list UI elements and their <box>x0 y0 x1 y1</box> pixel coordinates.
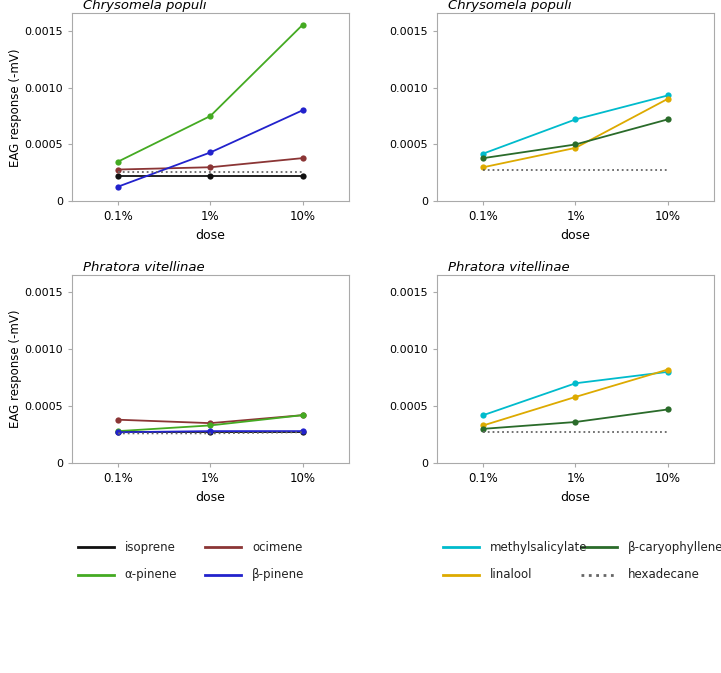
X-axis label: dose: dose <box>560 229 590 242</box>
Text: methylsalicylate: methylsalicylate <box>490 541 587 554</box>
Text: β-pinene: β-pinene <box>252 568 304 581</box>
Text: α-pinene: α-pinene <box>125 568 177 581</box>
X-axis label: dose: dose <box>195 491 226 503</box>
Text: hexadecane: hexadecane <box>628 568 700 581</box>
X-axis label: dose: dose <box>560 491 590 503</box>
Text: β-caryophyllene: β-caryophyllene <box>628 541 721 554</box>
Text: linalool: linalool <box>490 568 532 581</box>
Text: Chrysomela populi: Chrysomela populi <box>83 0 207 12</box>
Text: Phratora vitellinae: Phratora vitellinae <box>448 261 570 274</box>
Y-axis label: EAG response (-mV): EAG response (-mV) <box>9 48 22 167</box>
Text: Chrysomela populi: Chrysomela populi <box>448 0 572 12</box>
Y-axis label: EAG response (-mV): EAG response (-mV) <box>9 310 22 428</box>
Text: Phratora vitellinae: Phratora vitellinae <box>83 261 205 274</box>
Text: ocimene: ocimene <box>252 541 302 554</box>
X-axis label: dose: dose <box>195 229 226 242</box>
Text: isoprene: isoprene <box>125 541 175 554</box>
